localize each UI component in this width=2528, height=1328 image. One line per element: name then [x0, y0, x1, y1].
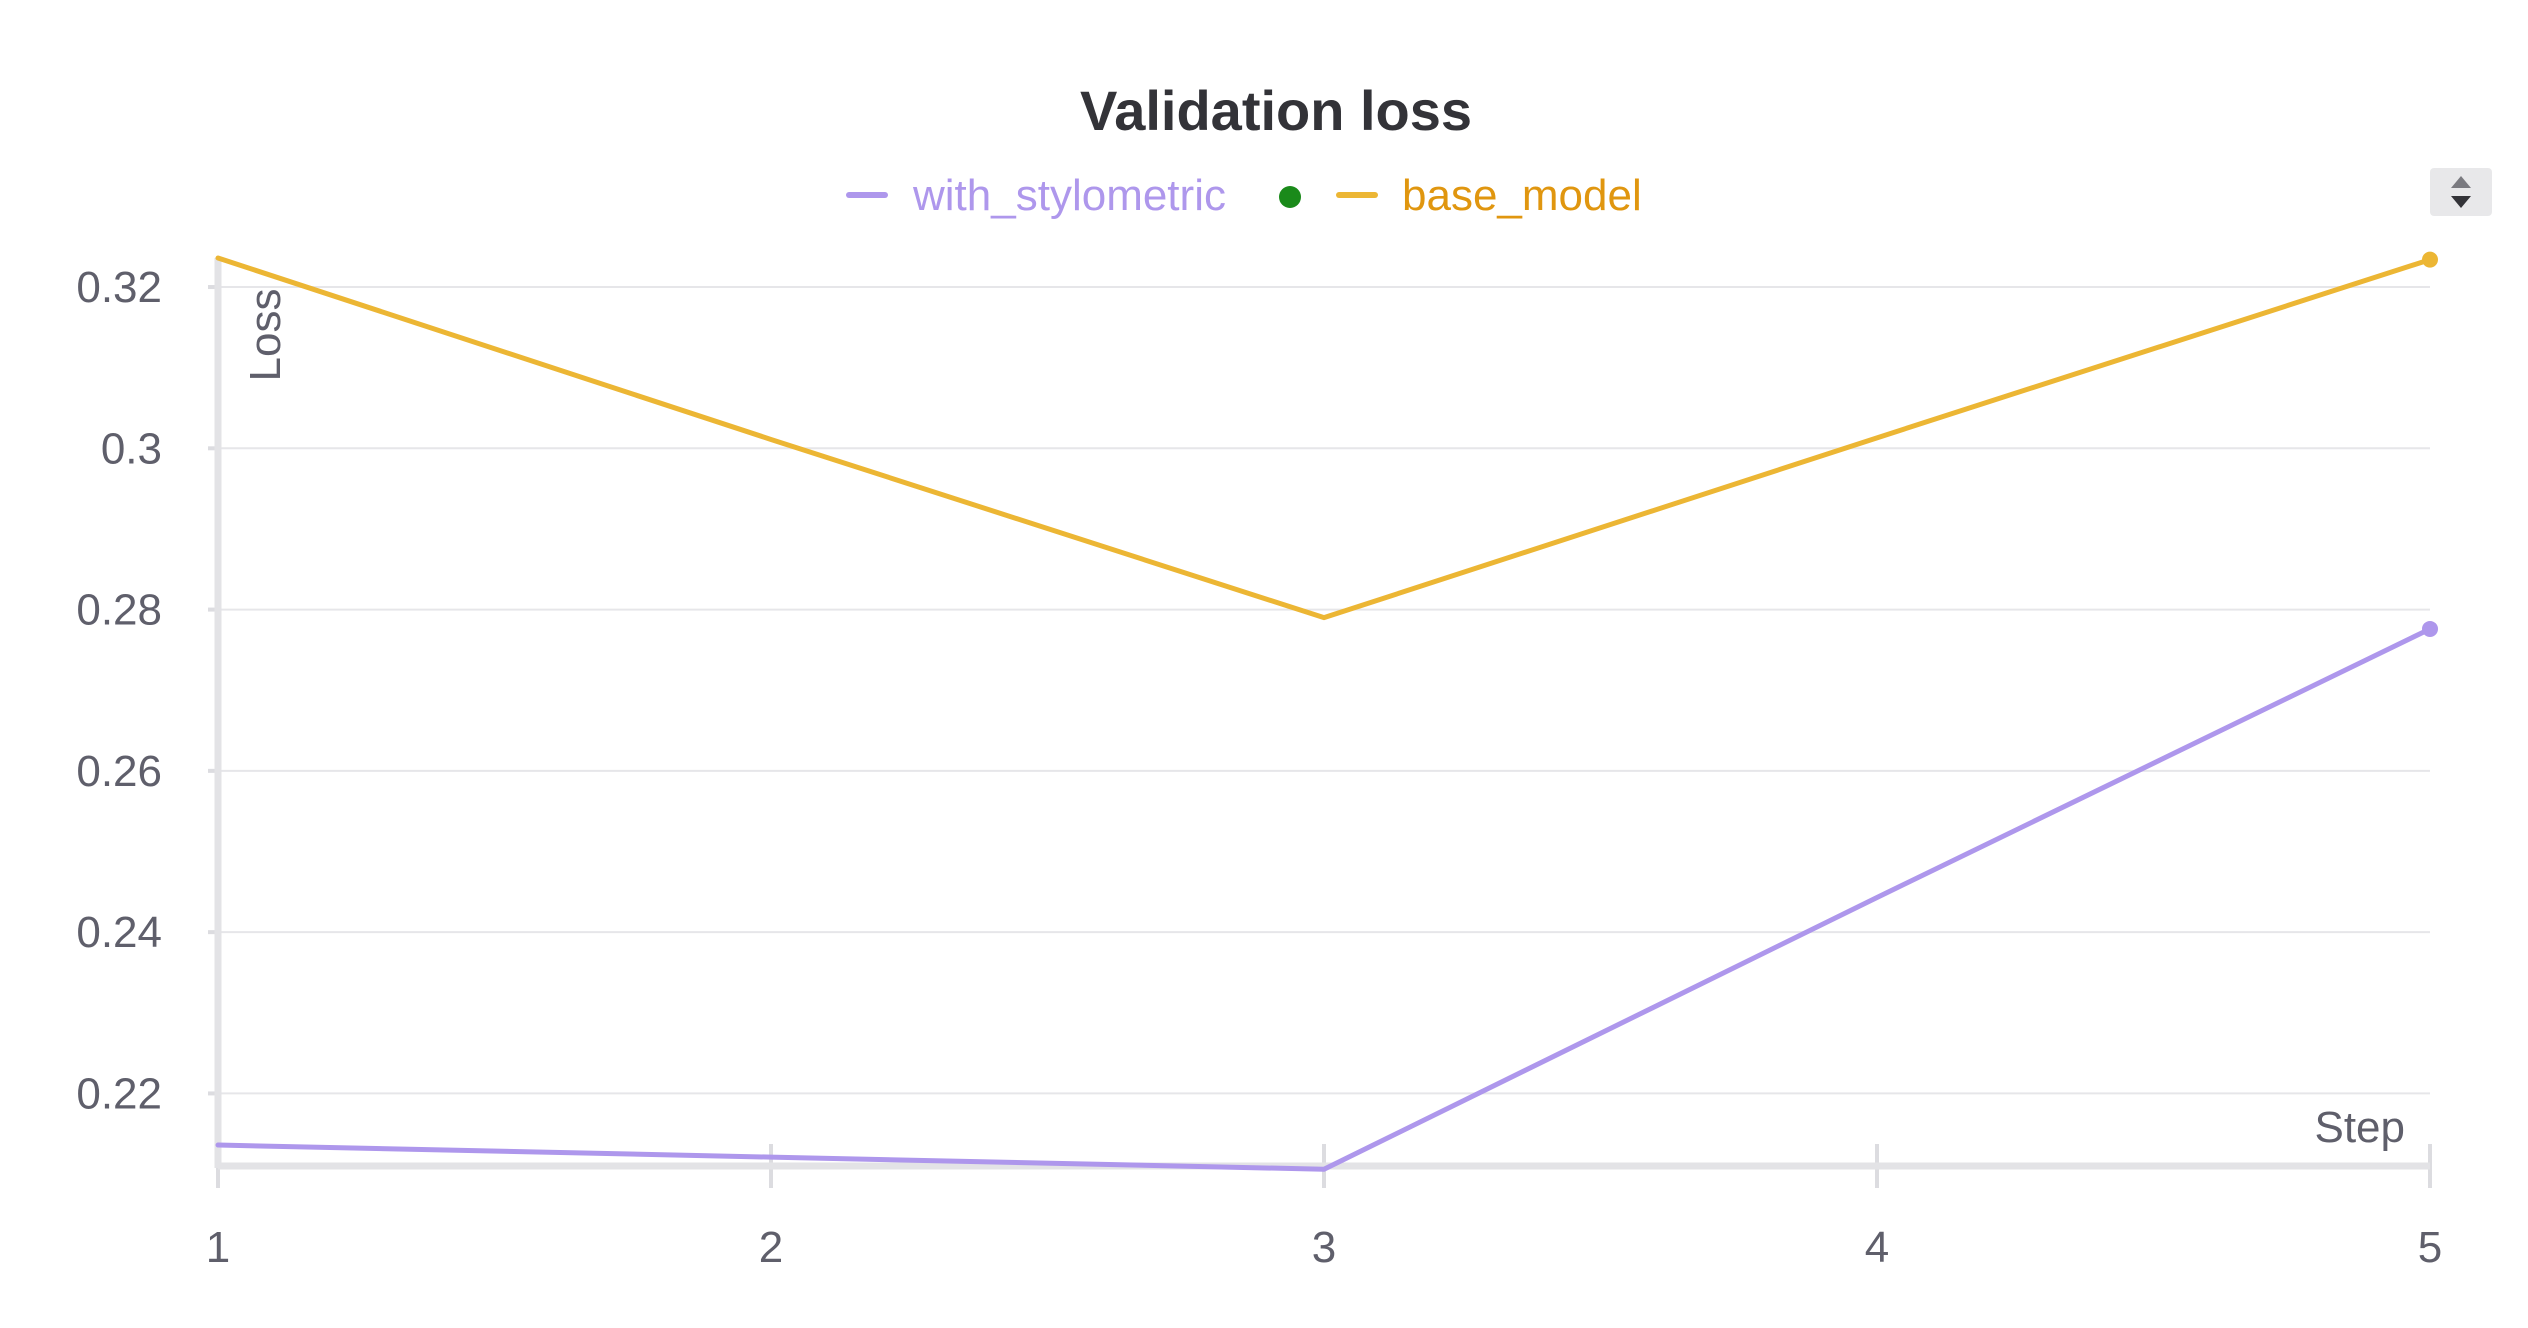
x-tick-label: 1 [206, 1223, 230, 1272]
x-axis-title: Step [2314, 1103, 2405, 1152]
y-tick-label: 0.24 [76, 908, 162, 957]
legend: with_stylometric base_model [846, 171, 1642, 220]
y-tick-label: 0.32 [76, 263, 162, 312]
legend-label-base_model: base_model [1402, 171, 1642, 220]
y-axis-title: Loss [241, 289, 290, 382]
legend-status-dot [1279, 186, 1301, 208]
sort-control-bg [2430, 168, 2492, 216]
sort-up-down-icon [2451, 176, 2471, 208]
x-tick-label: 3 [1312, 1223, 1336, 1272]
x-tick-label: 2 [759, 1223, 783, 1272]
series-group [215, 251, 2438, 1172]
series-endpoint-with_stylometric [2422, 620, 2438, 637]
y-axis-ticks: 0.32 0.3 0.28 0.26 0.24 0.22 [76, 263, 218, 1118]
y-tick-label: 0.22 [76, 1069, 162, 1118]
x-tick-label: 5 [2418, 1223, 2442, 1272]
y-tick-label: 0.26 [76, 747, 162, 796]
chart-title: Validation loss [1080, 79, 1472, 142]
series-line-base_model [215, 255, 2433, 621]
legend-label-with_stylometric: with_stylometric [912, 171, 1226, 220]
series-line-with_stylometric [215, 626, 2433, 1172]
series-endpoint-base_model [2422, 251, 2438, 268]
y-tick-label: 0.3 [101, 424, 162, 473]
grid [218, 286, 2430, 1095]
y-tick-label: 0.28 [76, 586, 162, 635]
sort-control[interactable] [2430, 168, 2492, 216]
x-tick-label: 4 [1865, 1223, 1889, 1272]
